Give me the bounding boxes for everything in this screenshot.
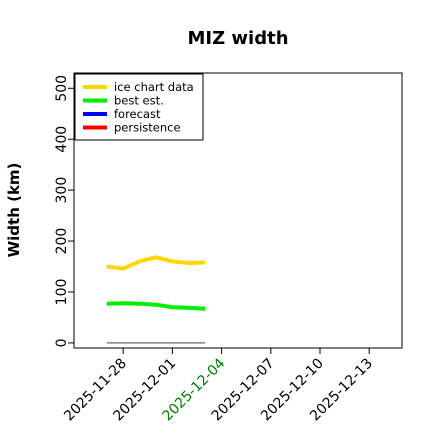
legend-label: persistence [114, 121, 181, 135]
plot-frame [73, 72, 403, 349]
plot-area [73, 72, 403, 349]
y-tick-label: 400 [54, 126, 70, 153]
legend-label: best est. [114, 94, 164, 108]
y-tick-label: 100 [54, 279, 70, 306]
series-line-0 [106, 255, 206, 271]
y-tick-label: 0 [54, 338, 70, 347]
legend-label: forecast [114, 107, 161, 121]
y-tick-label: 500 [54, 75, 70, 102]
y-tick-label: 200 [54, 228, 70, 255]
legend-label: ice chart data [114, 80, 194, 94]
series-line-1 [106, 301, 206, 311]
chart-title: MIZ width [187, 28, 288, 49]
y-tick-label: 300 [54, 177, 70, 204]
y-axis-label: Width (km) [5, 163, 23, 258]
